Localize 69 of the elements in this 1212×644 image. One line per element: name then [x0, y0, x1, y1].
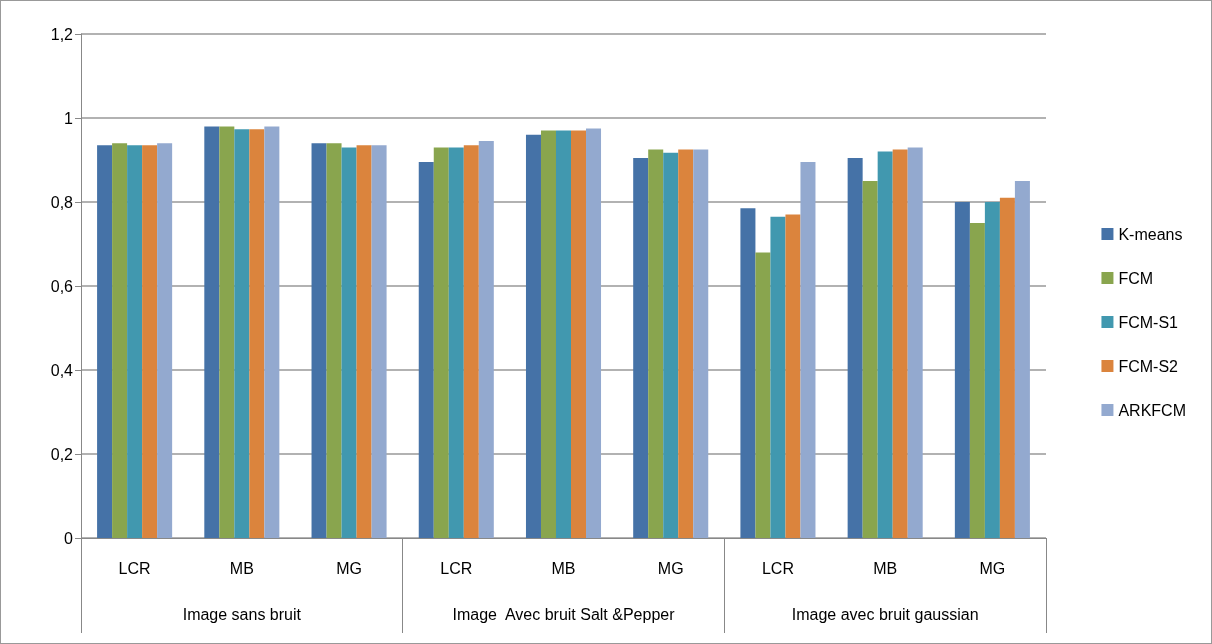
bar	[371, 145, 387, 538]
bar	[954, 202, 970, 538]
bar	[740, 208, 756, 538]
x-tick-label: MB	[873, 559, 898, 577]
bar	[204, 126, 220, 538]
y-tick-label: 0,6	[50, 277, 74, 295]
bar	[862, 181, 878, 538]
legend-label: ARKFCM	[1118, 401, 1187, 419]
y-tick-label: 1	[64, 109, 74, 127]
y-tick-label: 0	[64, 529, 74, 547]
bar	[478, 141, 494, 538]
bar	[555, 130, 572, 538]
text: Image avec bruit gaussian	[791, 605, 979, 623]
bar	[770, 216, 786, 538]
bar	[433, 147, 449, 538]
x-tick-label: LCR	[118, 559, 151, 577]
bar	[540, 130, 556, 538]
bar	[311, 143, 327, 538]
bar	[999, 197, 1015, 538]
y-tick-label: 0,4	[50, 361, 74, 379]
x-tick-label: LCR	[761, 559, 794, 577]
bar	[571, 130, 587, 538]
x-tick-label: MG	[657, 559, 684, 577]
bar	[633, 157, 649, 538]
bar	[264, 126, 280, 538]
bar	[892, 149, 908, 538]
bar	[356, 145, 372, 538]
bar	[663, 152, 679, 538]
x-tick-label: MB	[229, 559, 254, 577]
text: Image Avec bruit Salt &Pepper	[452, 605, 676, 623]
bar	[341, 147, 357, 538]
bar	[219, 126, 235, 538]
bar	[1014, 181, 1030, 538]
bar	[877, 151, 893, 538]
bar	[907, 147, 923, 538]
bar	[157, 143, 173, 538]
x-tick-label: MB	[551, 559, 576, 577]
bar	[234, 129, 250, 538]
bar	[785, 214, 801, 538]
bar	[969, 223, 985, 538]
legend-label: FCM	[1118, 269, 1154, 287]
x-tick-label: MG	[336, 559, 362, 577]
bar	[525, 134, 541, 538]
y-tick-label: 1,2	[50, 25, 74, 43]
bar	[693, 149, 709, 538]
bar	[648, 149, 664, 538]
bar	[142, 145, 158, 538]
bar	[418, 162, 434, 538]
x-tick-label: MG	[979, 559, 1006, 577]
bar	[326, 143, 342, 538]
bar	[755, 252, 771, 538]
bar	[586, 128, 602, 538]
text: Image sans bruit	[182, 605, 302, 623]
legend-label: K-means	[1118, 225, 1183, 243]
y-tick-label: 0,2	[50, 445, 74, 463]
bar	[448, 147, 464, 538]
bar	[800, 162, 816, 538]
bar	[127, 145, 143, 538]
y-tick-label: 0,8	[50, 193, 74, 211]
bar	[249, 129, 265, 538]
bar	[112, 143, 128, 538]
bar	[847, 157, 863, 538]
x-tick-label: LCR	[440, 559, 473, 577]
legend-label: FCM-S2	[1118, 357, 1179, 375]
bar	[678, 149, 694, 538]
bar	[97, 145, 113, 538]
bar	[463, 145, 479, 538]
bar	[984, 202, 1000, 538]
legend-label: FCM-S1	[1118, 313, 1179, 331]
